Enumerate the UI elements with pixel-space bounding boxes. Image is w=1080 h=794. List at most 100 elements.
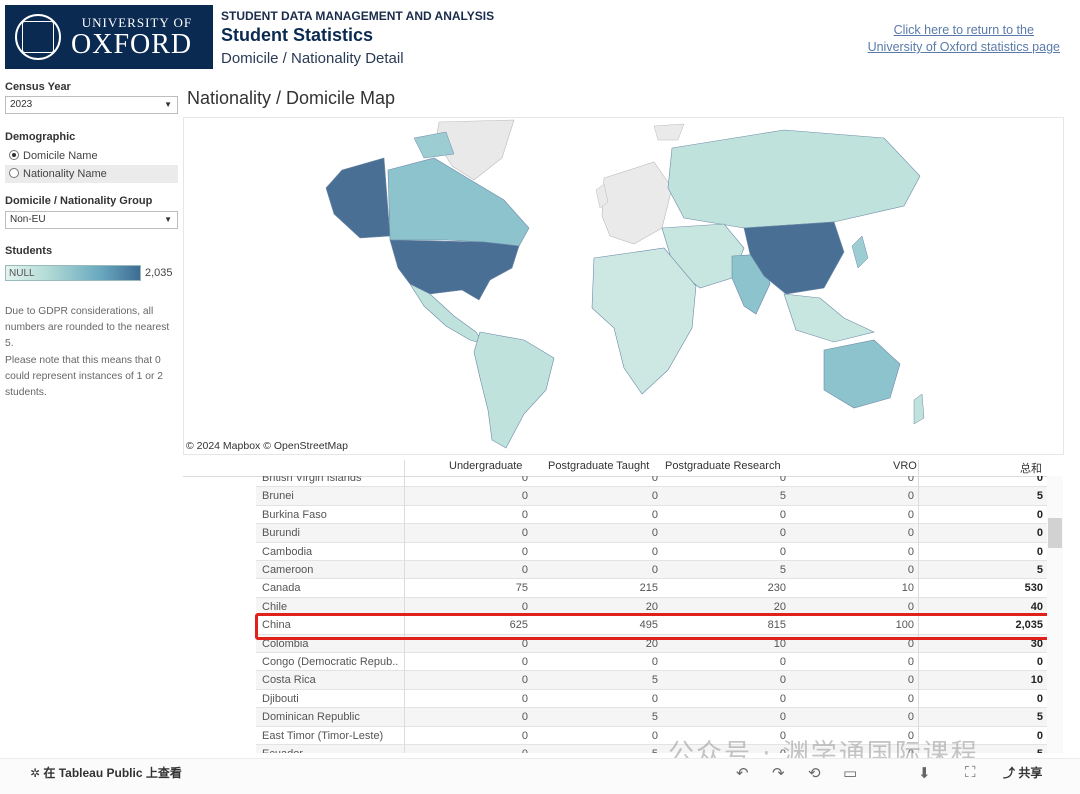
demographic-label: Demographic	[5, 131, 76, 143]
row-value-pgr: 815	[767, 619, 786, 632]
row-value-pgt: 20	[645, 637, 658, 650]
table-row[interactable]: Burkina Faso 0 0 0 0 0	[256, 506, 1048, 525]
pause-icon[interactable]: ▭	[843, 765, 858, 782]
map-region-alaska[interactable]	[325, 157, 391, 239]
return-link[interactable]: Click here to return to the University o…	[868, 22, 1060, 56]
radio-nationality-name[interactable]: Nationality Name	[5, 165, 178, 183]
download-icon[interactable]: ⬇	[918, 765, 931, 782]
census-year-select[interactable]: 2023 ▼	[5, 96, 178, 114]
map-region-europe[interactable]	[601, 161, 673, 245]
world-map-svg[interactable]	[184, 118, 1064, 455]
row-value-total: 0	[1036, 527, 1043, 540]
undo-icon[interactable]: ↶	[736, 765, 749, 782]
table-row[interactable]: Djibouti 0 0 0 0 0	[256, 690, 1048, 709]
row-value-pgr: 0	[779, 545, 786, 558]
row-value-ug: 0	[521, 637, 528, 650]
return-link-line2[interactable]: University of Oxford statistics page	[867, 40, 1060, 54]
map-region-japan[interactable]	[851, 235, 869, 269]
map-region-africa[interactable]	[591, 247, 697, 395]
row-country-name: Burundi	[262, 527, 300, 540]
col-header-vro[interactable]: VRO	[893, 460, 917, 472]
row-country-name: Costa Rica	[262, 674, 316, 687]
row-value-pgt: 5	[651, 674, 658, 687]
row-value-pgr: 0	[779, 476, 786, 484]
row-value-pgt: 0	[651, 476, 658, 484]
census-year-label: Census Year	[5, 81, 71, 93]
row-value-ug: 0	[521, 490, 528, 503]
map-region-south-america[interactable]	[473, 331, 555, 449]
share-icon: ⤴	[1003, 766, 1019, 780]
radio-checked-icon[interactable]	[9, 150, 19, 160]
radio-domicile-name[interactable]: Domicile Name	[5, 147, 178, 165]
legend-max: 2,035	[145, 267, 173, 279]
row-country-name: Canada	[262, 582, 301, 595]
row-value-ug: 0	[521, 564, 528, 576]
tableau-link-label[interactable]: 在 Tableau Public 上查看	[43, 766, 182, 780]
map-region-russia[interactable]	[667, 129, 921, 229]
row-country-name: Colombia	[262, 637, 309, 650]
row-value-pgr: 10	[773, 637, 786, 650]
map-region-svalbard[interactable]	[653, 123, 685, 141]
map-region-new-zealand[interactable]	[913, 393, 925, 425]
row-value-vro: 10	[901, 582, 914, 595]
table-row[interactable]: Canada 75 215 230 10 530	[256, 579, 1048, 598]
row-value-pgt: 0	[651, 490, 658, 503]
map-region-uk[interactable]	[595, 183, 609, 209]
table-row[interactable]: British Virgin Islands 0 0 0 0 0	[256, 476, 1048, 488]
table-row[interactable]: Costa Rica 0 5 0 0 10	[256, 671, 1048, 690]
table-row[interactable]: Brunei 0 0 5 0 5	[256, 487, 1048, 506]
table-row[interactable]: Congo (Democratic Repub.. 0 0 0 0 0	[256, 653, 1048, 672]
header-kicker: STUDENT DATA MANAGEMENT AND ANALYSIS	[221, 9, 495, 23]
map-credit[interactable]: © 2024 Mapbox © OpenStreetMap	[186, 440, 348, 452]
row-value-ug: 0	[522, 748, 528, 753]
view-on-tableau-link[interactable]: ✲ 在 Tableau Public 上查看	[30, 764, 182, 781]
share-button[interactable]: ⤴ 共享	[1003, 764, 1042, 781]
map-region-canada-islands[interactable]	[413, 131, 455, 159]
row-value-total: 530	[1024, 582, 1043, 595]
radio-nationality-label: Nationality Name	[23, 168, 107, 180]
row-value-vro: 0	[907, 711, 914, 724]
row-country-name: Dominican Republic	[262, 711, 360, 724]
col-header-pg-taught[interactable]: Postgraduate Taught	[548, 460, 650, 472]
row-value-pgt: 0	[651, 656, 658, 668]
revert-icon[interactable]: ⟲	[808, 765, 821, 782]
row-value-ug: 0	[521, 656, 528, 668]
redo-icon[interactable]: ↷	[772, 765, 785, 782]
col-header-undergraduate[interactable]: Undergraduate	[449, 460, 523, 472]
row-country-name: Brunei	[262, 490, 294, 503]
students-label: Students	[5, 245, 53, 257]
table-row[interactable]: East Timor (Timor-Leste) 0 0 0 0 0	[256, 727, 1048, 745]
row-value-pgr: 0	[779, 656, 786, 668]
fullscreen-icon[interactable]: ⛶	[965, 764, 976, 781]
group-select[interactable]: Non-EU ▼	[5, 211, 178, 229]
row-value-pgt: 495	[639, 619, 658, 632]
row-value-pgt: 20	[645, 600, 658, 613]
table-scrollbar-thumb[interactable]	[1048, 518, 1062, 548]
oxford-logo[interactable]: UNIVERSITY OF OXFORD	[5, 5, 213, 69]
world-map[interactable]	[183, 117, 1064, 455]
map-region-australia[interactable]	[823, 339, 901, 409]
data-table[interactable]: British Virgin Islands 0 0 0 0 0 Brunei 0 0 5 0 5 Bu…	[183, 476, 1048, 753]
row-value-ug: 0	[521, 545, 528, 558]
col-header-total[interactable]: 总和	[1020, 463, 1042, 475]
share-label[interactable]: 共享	[1018, 766, 1043, 780]
row-country-name: Cameroon	[262, 564, 314, 576]
row-value-vro: 0	[907, 692, 914, 705]
table-row[interactable]: Burundi 0 0 0 0 0	[256, 524, 1048, 543]
map-region-canada[interactable]	[387, 157, 530, 247]
radio-unchecked-icon[interactable]	[9, 168, 19, 178]
row-value-vro: 0	[907, 600, 914, 613]
table-row[interactable]: Cambodia 0 0 0 0 0	[256, 543, 1048, 561]
col-header-pg-research[interactable]: Postgraduate Research	[665, 460, 781, 472]
return-link-line1[interactable]: Click here to return to the	[893, 23, 1034, 37]
row-value-total: 0	[1036, 545, 1043, 558]
table-row[interactable]: Dominican Republic 0 5 0 0 5	[256, 708, 1048, 727]
map-region-usa[interactable]	[389, 239, 520, 301]
row-value-total: 0	[1036, 656, 1043, 668]
map-region-southeast-asia[interactable]	[783, 293, 875, 343]
legend-min: NULL	[9, 268, 35, 279]
table-row[interactable]: Ecuador 0 5 0 0 5	[256, 745, 1048, 753]
table-row[interactable]: China 625 495 815 100 2,035	[256, 616, 1048, 635]
table-row[interactable]: Cameroon 0 0 5 0 5	[256, 561, 1048, 580]
map-region-china[interactable]	[743, 221, 845, 295]
